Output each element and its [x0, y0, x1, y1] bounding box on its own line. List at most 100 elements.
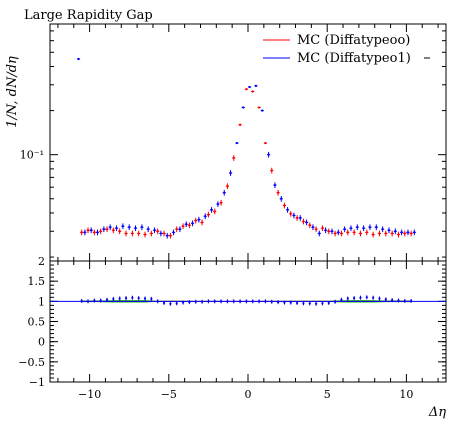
ratio-point [175, 302, 178, 305]
data-point-marker [200, 221, 204, 224]
ratio-point [289, 301, 292, 304]
data-point-marker [93, 231, 96, 234]
data-point-marker [356, 226, 359, 229]
data-point-marker [210, 208, 213, 211]
data-point-marker [378, 232, 381, 235]
data-point-marker [362, 227, 365, 230]
ratio-point [283, 301, 286, 304]
ratio-point [353, 297, 356, 300]
x-tick-label: 5 [324, 388, 331, 401]
legend-entry: MC (Diffatypeo1) [263, 51, 430, 66]
ratio-point [346, 297, 349, 300]
ratio-point [124, 297, 128, 300]
data-point-marker [315, 228, 318, 231]
data-point-marker [223, 191, 226, 194]
ratio-point [169, 302, 172, 305]
data-point-marker [156, 230, 159, 233]
data-point-marker [343, 228, 346, 231]
x-tick-label: −5 [161, 388, 177, 401]
y-tick-label: 10⁻¹ [20, 149, 44, 162]
ratio-y-tick-label: −1 [29, 376, 45, 389]
data-point-marker [410, 232, 413, 235]
legend-label: MC (Diffatypeo1) [297, 51, 411, 66]
data-point-marker [406, 231, 410, 234]
data-point-marker [118, 230, 121, 233]
data-point-marker [365, 231, 368, 234]
y-axis-label: 1/N, dN/dη [5, 56, 20, 128]
data-point-marker [150, 232, 153, 235]
ratio-point [118, 297, 121, 300]
data-point-marker [229, 171, 232, 175]
main-panel: 10⁻¹ [20, 23, 447, 262]
ratio-point [181, 301, 185, 304]
x-tick-label: 0 [245, 388, 252, 401]
data-point-marker [245, 88, 248, 91]
data-point-marker [134, 227, 137, 230]
ratio-point [340, 298, 343, 301]
data-point-marker [302, 220, 305, 223]
x-tick-label: −10 [78, 388, 101, 401]
ratio-point [131, 296, 134, 299]
data-point-marker [305, 221, 308, 224]
data-point-marker [283, 204, 286, 207]
data-point-marker [80, 231, 83, 234]
data-point-marker [248, 85, 251, 89]
data-point-marker [242, 106, 245, 109]
ratio-plot-frame [49, 260, 447, 383]
data-point-marker [159, 232, 162, 235]
legend-label: MC (Diffatypeoo) [297, 33, 410, 48]
data-point-marker [267, 153, 270, 156]
data-point-marker [270, 169, 273, 172]
data-point-marker [83, 231, 86, 234]
data-point-marker [292, 214, 296, 217]
x-axis-label: Δη [428, 405, 446, 420]
data-point-marker [124, 232, 128, 235]
data-point-marker [289, 212, 292, 215]
data-point-marker [334, 232, 337, 235]
data-point-marker [346, 231, 349, 234]
data-point-marker [397, 233, 400, 236]
data-point-marker [232, 156, 235, 160]
data-point-marker [153, 229, 156, 232]
ratio-point [359, 296, 362, 299]
ratio-y-tick-label: 2 [38, 255, 45, 268]
data-point-marker [207, 213, 210, 216]
ratio-point [372, 296, 375, 299]
data-point-marker [131, 232, 134, 235]
data-point-marker [324, 229, 327, 232]
series-blue [76, 57, 416, 239]
data-point-marker [147, 228, 150, 231]
data-point-marker [162, 232, 166, 235]
data-point-marker [372, 233, 375, 236]
data-point-marker [90, 229, 93, 232]
data-point-marker [175, 228, 178, 231]
data-point-marker [185, 223, 188, 226]
data-point-marker [128, 226, 131, 229]
ratio-point [296, 301, 299, 305]
ratio-point [143, 297, 147, 300]
ratio-point [308, 302, 311, 305]
data-point-marker [308, 224, 311, 227]
data-point-marker [384, 232, 387, 235]
data-point-marker [194, 219, 197, 222]
ratio-y-tick-label: 1.5 [28, 275, 46, 288]
ratio-point [391, 299, 394, 302]
ratio-y-tick-label: 1 [38, 295, 45, 308]
ratio-point [150, 297, 153, 301]
data-point-marker [311, 226, 315, 229]
data-point-marker [143, 233, 147, 236]
data-point-marker [166, 234, 169, 237]
ratio-y-tick-label: 0 [38, 336, 45, 349]
x-tick-label: 10 [399, 388, 413, 401]
data-point-marker [337, 231, 340, 234]
data-point-marker [375, 226, 378, 229]
legend: MC (Diffatypeoo) MC (Diffatypeo1) [263, 33, 430, 66]
data-point-marker [330, 230, 334, 233]
data-point-marker [226, 185, 229, 188]
data-point-marker [276, 191, 280, 194]
ratio-point [365, 296, 368, 299]
data-point-marker [391, 232, 394, 235]
data-point-marker [172, 231, 175, 234]
legend-entry: MC (Diffatypeoo) [263, 33, 410, 48]
